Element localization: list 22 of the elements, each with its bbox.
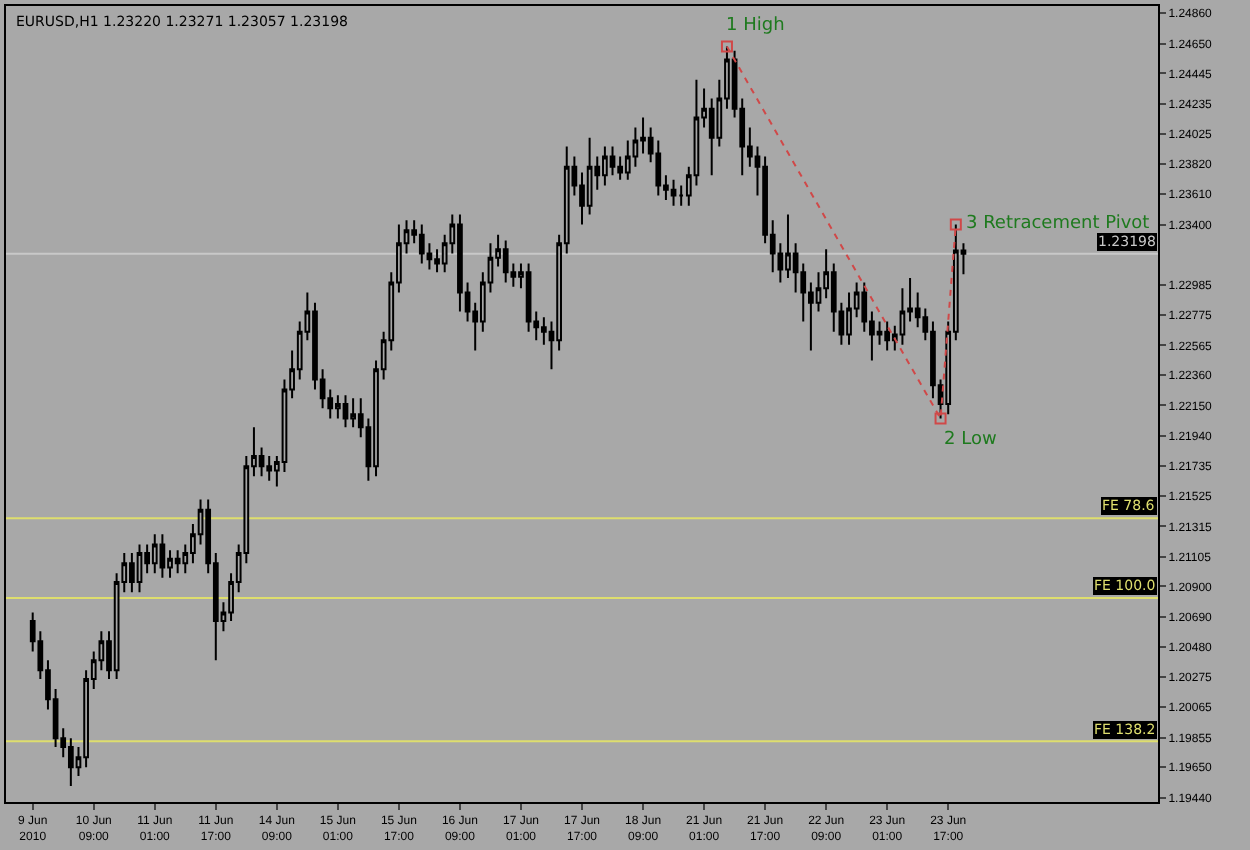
candlestick	[266, 455, 273, 482]
candlestick	[136, 543, 143, 594]
candlestick	[884, 320, 891, 352]
candlestick	[342, 394, 349, 429]
candlestick	[174, 549, 181, 575]
point	[934, 412, 947, 425]
candlestick	[609, 145, 616, 177]
point	[720, 40, 733, 53]
candlestick	[502, 239, 509, 284]
candlestick	[418, 223, 425, 265]
candlestick	[670, 178, 677, 207]
candlestick	[159, 533, 166, 579]
point	[949, 218, 962, 231]
candlestick	[525, 262, 532, 333]
annotation: 1 High	[726, 16, 785, 36]
annotation: 2 Low	[944, 430, 997, 450]
candlestick	[602, 145, 608, 187]
candlestick	[350, 397, 356, 429]
candlestick	[151, 533, 158, 575]
candlestick	[335, 394, 341, 420]
annotation: 3 Retracement Pivot	[966, 214, 1151, 234]
candlestick	[129, 552, 135, 594]
